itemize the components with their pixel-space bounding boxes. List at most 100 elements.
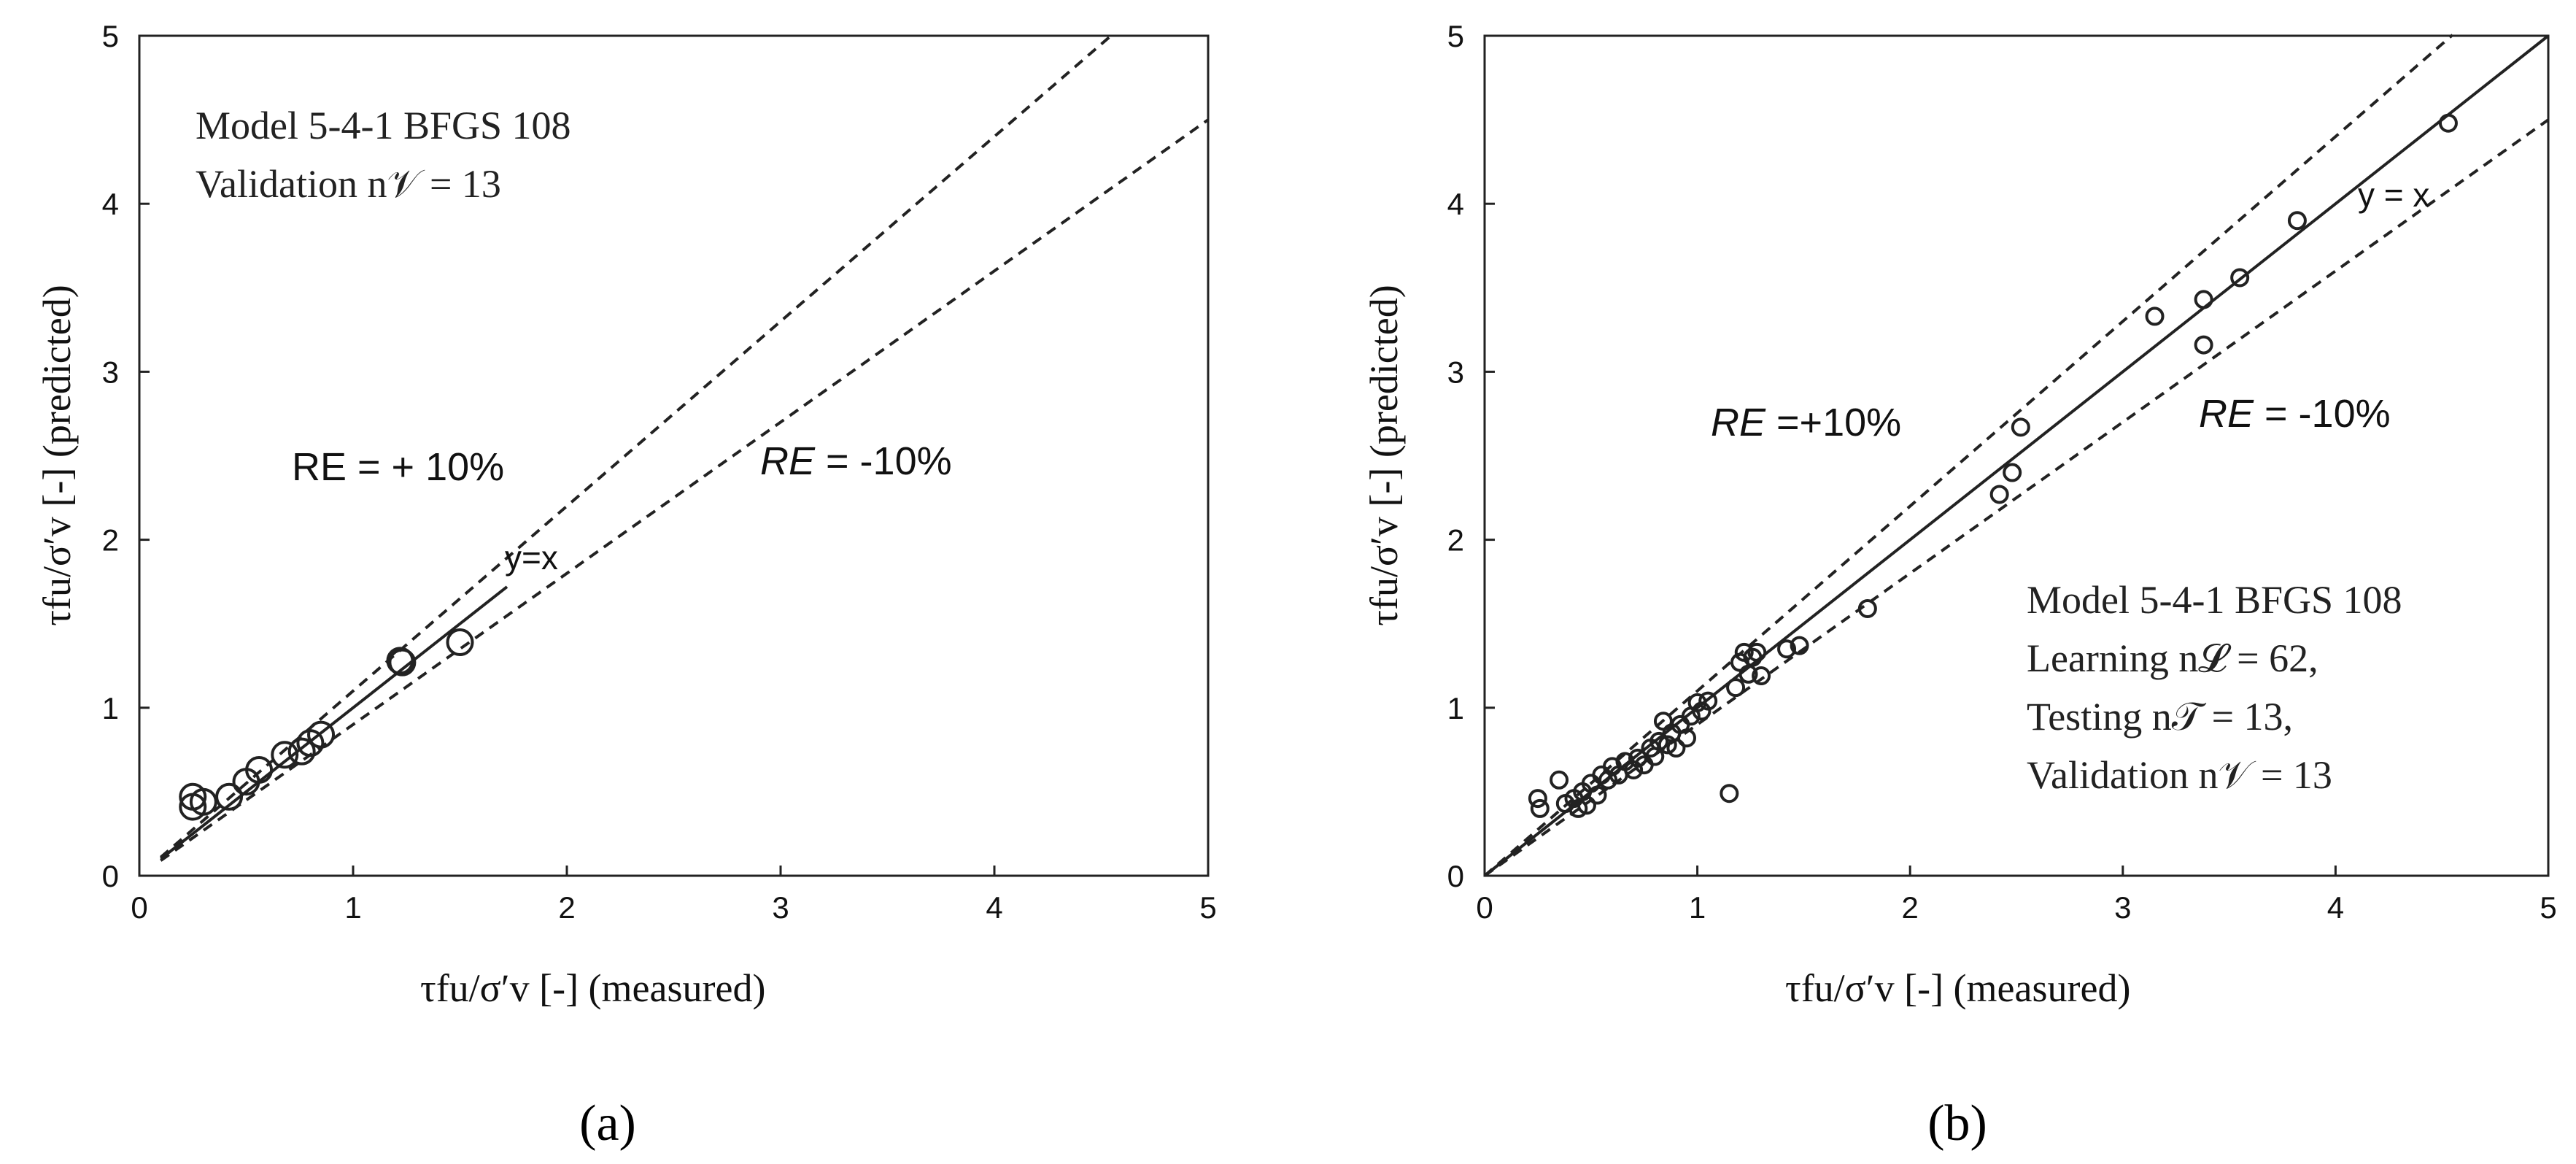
data-point bbox=[2438, 113, 2458, 133]
x-tick-label: 4 bbox=[2327, 890, 2344, 925]
data-point bbox=[1989, 485, 2009, 504]
data-point bbox=[2194, 290, 2213, 309]
data-point bbox=[1752, 666, 1771, 686]
label-re-plus-a: RE = + 10% bbox=[292, 445, 504, 489]
data-point bbox=[307, 720, 336, 749]
x-tick-label: 1 bbox=[344, 890, 361, 925]
data-point bbox=[189, 787, 217, 816]
data-point bbox=[1577, 795, 1596, 815]
y-tick-label: 2 bbox=[102, 523, 119, 558]
data-point bbox=[1649, 731, 1669, 751]
data-point bbox=[1550, 770, 1569, 790]
y-tick-label: 5 bbox=[1447, 19, 1464, 53]
data-point bbox=[1743, 647, 1763, 667]
data-point bbox=[1857, 598, 1877, 618]
y-tick-label: 1 bbox=[102, 691, 119, 725]
data-point bbox=[1658, 735, 1677, 755]
data-point bbox=[1677, 728, 1697, 748]
data-point bbox=[1569, 798, 1588, 818]
label-re-plus-b-rest: =+10% bbox=[1765, 401, 1901, 444]
annotation-learning-b: Learning n𝓛 = 62, bbox=[2027, 636, 2318, 680]
data-point bbox=[2145, 307, 2165, 326]
x-tick-label: 2 bbox=[1902, 890, 1919, 925]
label-yx-a: y=x bbox=[505, 539, 558, 577]
x-axis-label-a: τfu/σ′v [-] (measured) bbox=[420, 966, 765, 1010]
chart-panel-a: 00 1 1 2 2 3 3 4 4 5 5 Model 5-4-1 BFGS 108 Valida… bbox=[35, 19, 1217, 1152]
data-point bbox=[1738, 664, 1758, 684]
line-re-minus-10 bbox=[160, 118, 1210, 862]
plot-frame-a bbox=[138, 34, 1210, 877]
data-point bbox=[1624, 760, 1644, 779]
label-re-plus-b-italic: RE bbox=[1711, 401, 1766, 444]
data-point bbox=[1528, 789, 1547, 809]
data-point bbox=[215, 782, 244, 811]
data-point bbox=[2230, 268, 2250, 288]
line-y-equals-x bbox=[160, 585, 508, 860]
data-point bbox=[386, 647, 414, 675]
line-re-plus-10 bbox=[1483, 34, 2454, 877]
tick-group-a: 00 1 1 2 2 3 3 4 4 5 5 bbox=[102, 19, 1217, 925]
annotation-validation-a: Validation n𝒱 = 13 bbox=[196, 162, 501, 206]
data-point bbox=[2011, 417, 2030, 437]
x-tick-label: 0 bbox=[1476, 890, 1493, 925]
label-yx-b: y = x bbox=[2358, 176, 2429, 214]
label-re-minus-b-rest: = -10% bbox=[2254, 392, 2391, 436]
data-point bbox=[271, 741, 299, 769]
y-tick-label: 3 bbox=[1447, 355, 1464, 389]
annotation-testing-b: Testing n𝒯 = 13, bbox=[2027, 695, 2293, 739]
x-axis-label-b: τfu/σ′v [-] (measured) bbox=[1785, 966, 2130, 1010]
y-tick-label: 5 bbox=[102, 19, 119, 53]
data-point bbox=[2194, 335, 2213, 355]
label-re-plus-b: RE =+10% bbox=[1711, 401, 1901, 444]
data-point bbox=[1777, 639, 1797, 659]
label-re-minus-b: RE = -10% bbox=[2199, 392, 2391, 436]
data-point bbox=[1587, 785, 1607, 805]
label-re-minus-a-rest: = -10% bbox=[815, 439, 952, 483]
data-points-a bbox=[179, 628, 474, 821]
y-tick-label: 3 bbox=[102, 355, 119, 389]
plot-frame-b bbox=[1483, 34, 2550, 877]
y-tick-label: 0 bbox=[102, 859, 119, 893]
y-tick-label: 4 bbox=[102, 187, 119, 221]
y-tick-label: 0 bbox=[1447, 859, 1464, 893]
y-axis-label-b: τfu/σ′v [-] (predicted) bbox=[1362, 285, 1406, 625]
tick-group-b: 00 1 1 2 2 3 3 4 4 5 5 bbox=[1447, 19, 2557, 925]
data-point bbox=[446, 628, 474, 657]
label-re-minus-a: RE = -10% bbox=[760, 439, 952, 483]
reference-lines-a bbox=[159, 34, 1210, 862]
annotation-model-a: Model 5-4-1 BFGS 108 bbox=[196, 104, 571, 147]
y-axis-label-a: τfu/σ′v [-] (predicted) bbox=[35, 285, 79, 625]
chart-panel-b: 00 1 1 2 2 3 3 4 4 5 5 Model 5-4-1 BFGS 108 Learni… bbox=[1362, 19, 2557, 1152]
x-tick-label: 2 bbox=[558, 890, 575, 925]
data-point bbox=[388, 648, 417, 677]
label-re-minus-a-italic: RE bbox=[760, 439, 816, 483]
panel-label-b: (b) bbox=[1927, 1095, 1987, 1152]
data-point bbox=[2003, 463, 2022, 482]
x-tick-label: 1 bbox=[1689, 890, 1706, 925]
panel-label-a: (a) bbox=[579, 1095, 636, 1152]
x-tick-label: 4 bbox=[986, 890, 1002, 925]
x-tick-label: 5 bbox=[2540, 890, 2556, 925]
data-points-b bbox=[1528, 113, 2458, 818]
x-tick-label: 3 bbox=[2114, 890, 2131, 925]
x-tick-label: 5 bbox=[1199, 890, 1216, 925]
data-point bbox=[1747, 642, 1767, 662]
label-re-minus-b-italic: RE bbox=[2199, 392, 2254, 436]
data-point bbox=[1666, 739, 1686, 758]
data-point bbox=[1698, 691, 1718, 711]
data-point bbox=[287, 737, 316, 766]
data-point bbox=[1720, 784, 1739, 803]
x-tick-label: 3 bbox=[772, 890, 789, 925]
data-point bbox=[245, 755, 274, 784]
y-tick-label: 4 bbox=[1447, 187, 1464, 221]
annotation-validation-b: Validation n𝒱 = 13 bbox=[2027, 753, 2332, 797]
data-point bbox=[1790, 636, 1809, 655]
line-y-equals-x bbox=[1483, 34, 2550, 877]
annotation-model-b: Model 5-4-1 BFGS 108 bbox=[2027, 578, 2402, 622]
x-tick-label: 0 bbox=[131, 890, 147, 925]
data-point bbox=[2287, 211, 2307, 231]
y-tick-label: 1 bbox=[1447, 691, 1464, 725]
data-point bbox=[1726, 678, 1746, 698]
data-point bbox=[1530, 798, 1550, 818]
